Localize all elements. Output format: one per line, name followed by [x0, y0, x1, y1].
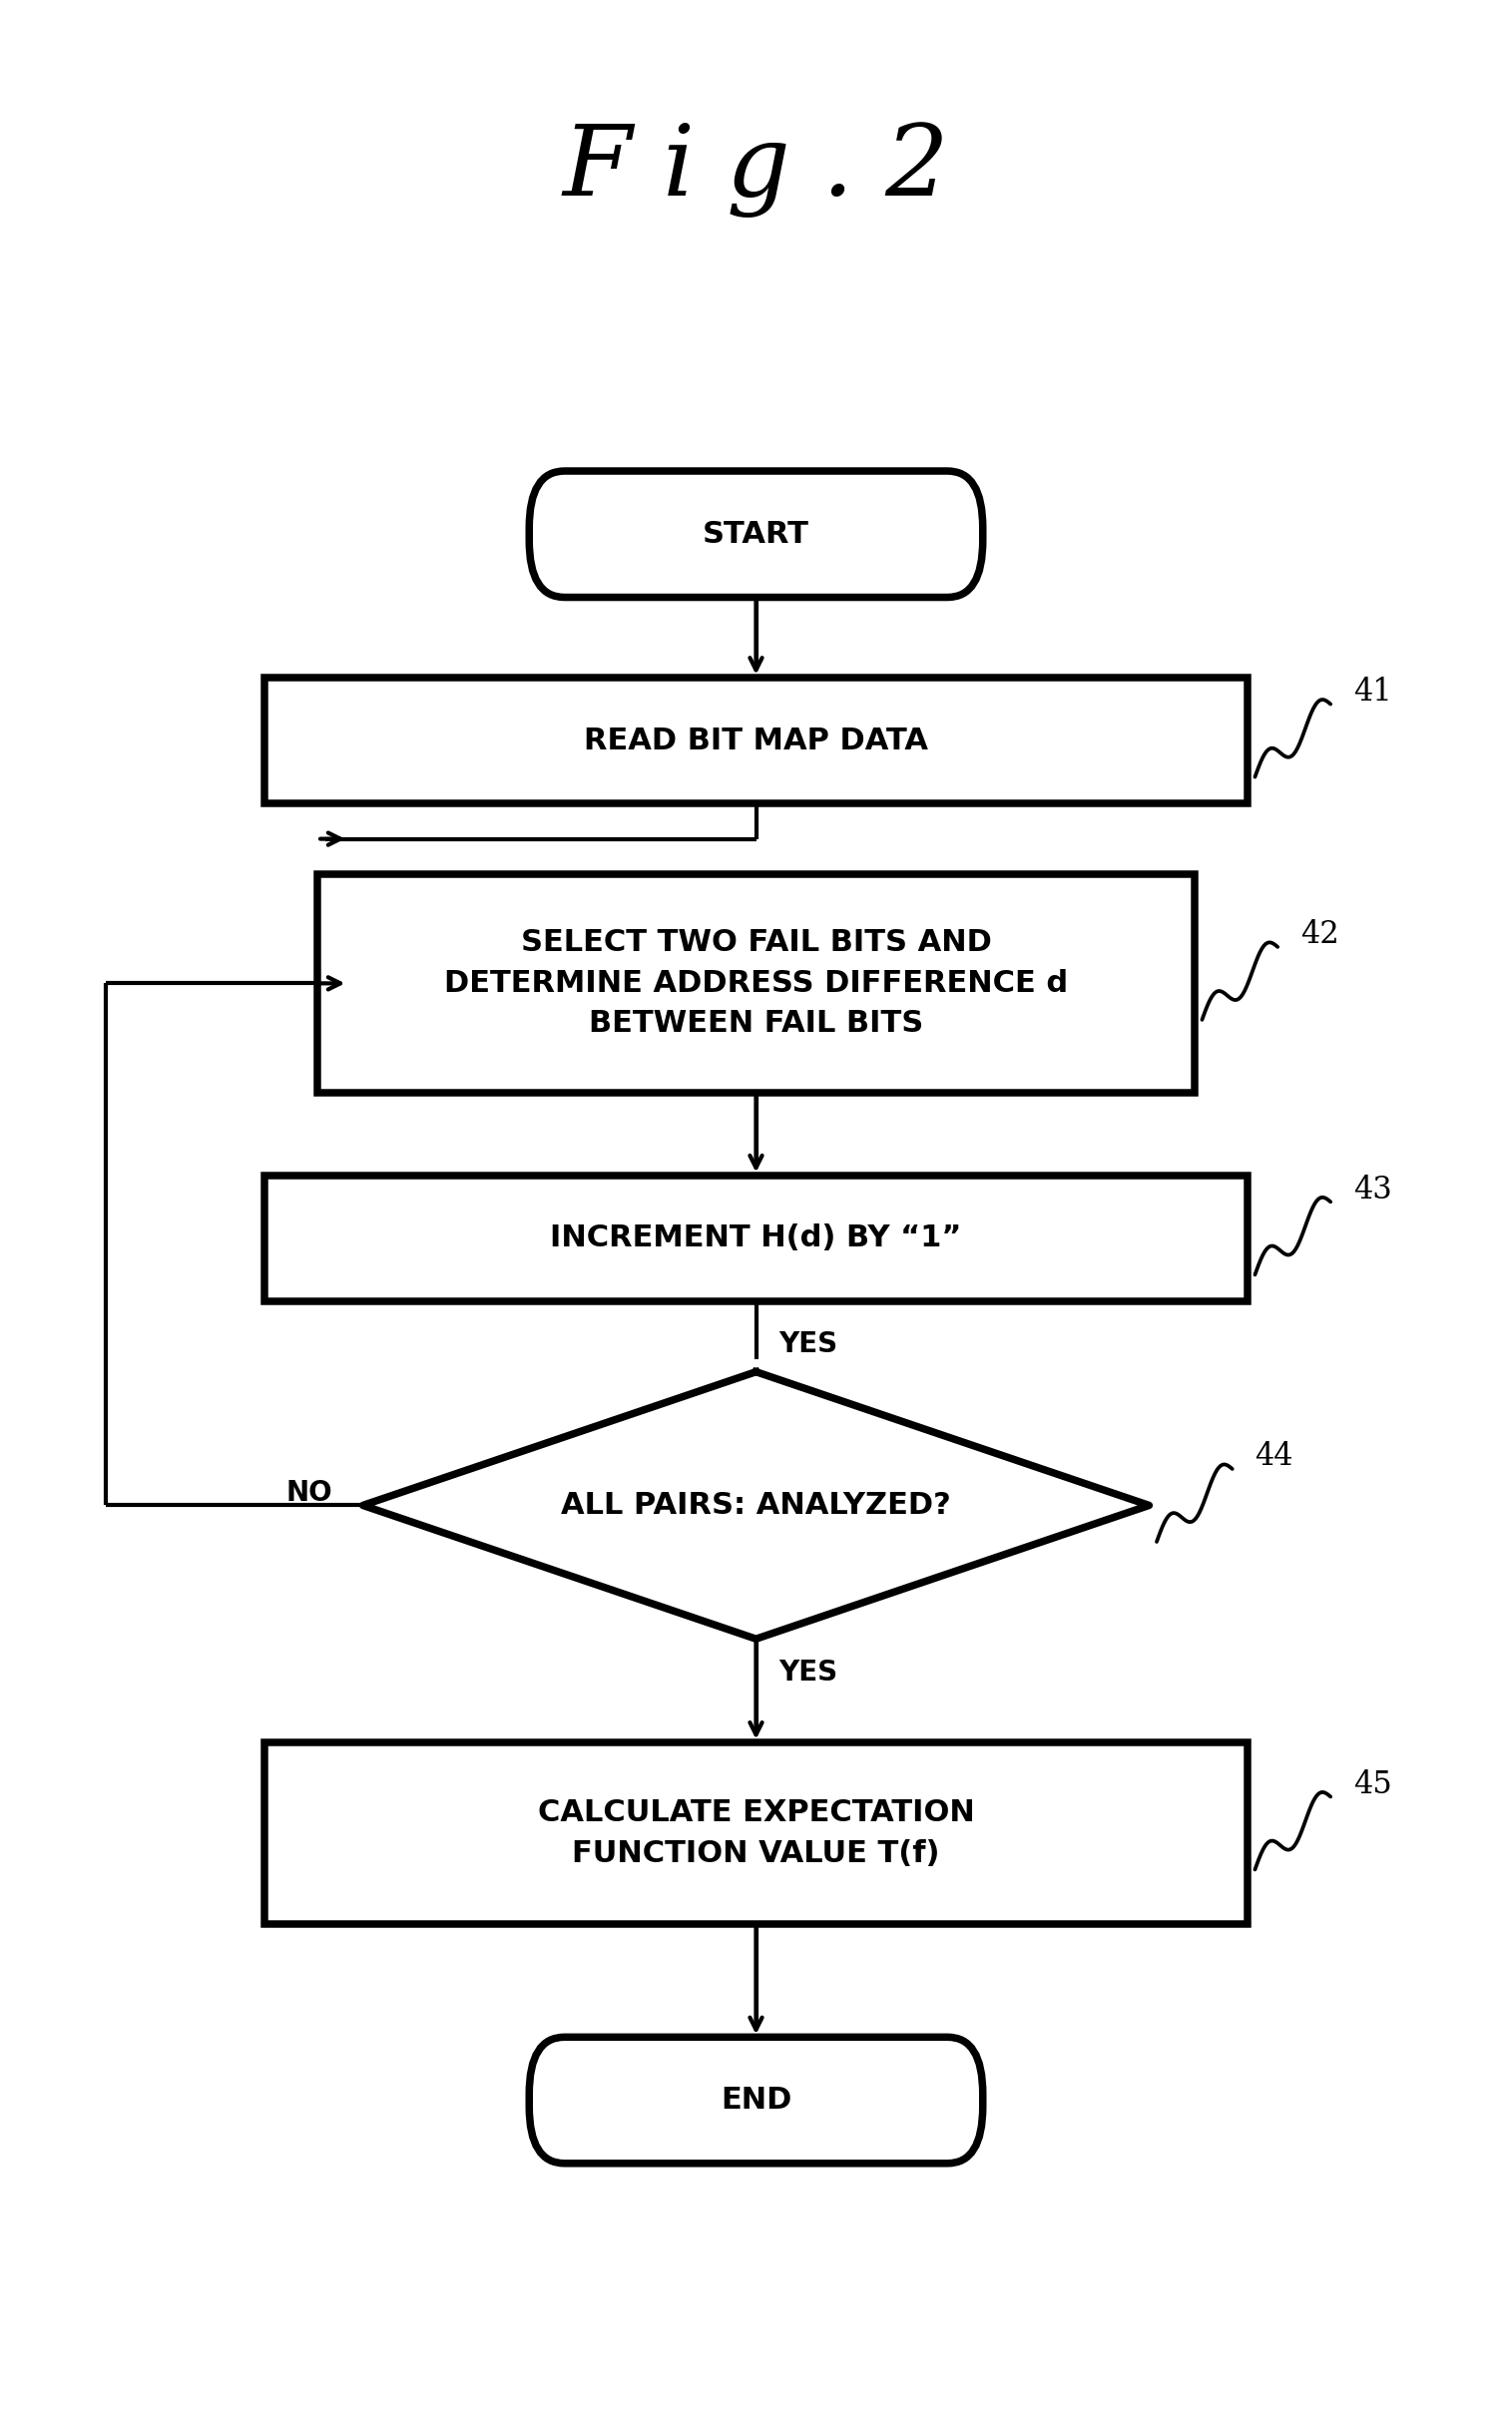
Text: READ BIT MAP DATA: READ BIT MAP DATA — [584, 726, 928, 755]
Text: YES: YES — [779, 1331, 838, 1360]
Text: 45: 45 — [1353, 1770, 1393, 1799]
Text: SELECT TWO FAIL BITS AND
DETERMINE ADDRESS DIFFERENCE d
BETWEEN FAIL BITS: SELECT TWO FAIL BITS AND DETERMINE ADDRE… — [445, 927, 1067, 1039]
FancyBboxPatch shape — [265, 1743, 1247, 1923]
Text: CALCULATE EXPECTATION
FUNCTION VALUE T(f): CALCULATE EXPECTATION FUNCTION VALUE T(f… — [538, 1799, 974, 1867]
Text: END: END — [720, 2086, 792, 2115]
FancyBboxPatch shape — [529, 2037, 983, 2163]
Text: YES: YES — [779, 1658, 838, 1687]
FancyBboxPatch shape — [265, 1175, 1247, 1301]
Text: NO: NO — [286, 1479, 333, 1508]
Polygon shape — [363, 1372, 1149, 1639]
Text: INCREMENT H(d) BY “1”: INCREMENT H(d) BY “1” — [550, 1224, 962, 1253]
FancyBboxPatch shape — [318, 874, 1194, 1093]
Text: START: START — [703, 520, 809, 549]
Text: ALL PAIRS: ANALYZED?: ALL PAIRS: ANALYZED? — [561, 1491, 951, 1520]
Text: 44: 44 — [1255, 1442, 1293, 1471]
Text: F i g . 2: F i g . 2 — [562, 121, 950, 219]
Text: 43: 43 — [1353, 1175, 1393, 1204]
Text: 41: 41 — [1353, 677, 1393, 707]
FancyBboxPatch shape — [529, 471, 983, 597]
Text: 42: 42 — [1300, 920, 1340, 949]
FancyBboxPatch shape — [265, 677, 1247, 804]
